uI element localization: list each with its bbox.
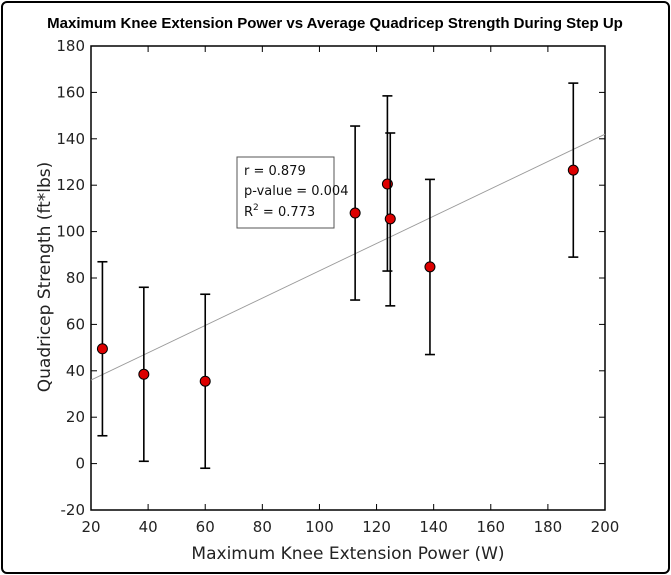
plot-area <box>90 45 606 511</box>
data-point <box>138 286 150 463</box>
stats-box: r = 0.879 p-value = 0.004 R2 = 0.773 <box>236 156 348 229</box>
data-point <box>567 82 579 258</box>
stat-p-value: p-value = 0.004 <box>244 184 348 199</box>
stat-r-squared-sup: 2 <box>253 203 259 213</box>
y-axis-ticks: -20 0 20 40 60 80 100 120 140 160 180 <box>56 37 605 519</box>
stats-box-border <box>236 156 335 229</box>
x-tick-label: 60 <box>196 518 215 536</box>
y-tick-label: 60 <box>66 315 85 333</box>
y-axis-label: Quadricep Strength (ft*lbs) <box>35 162 55 393</box>
y-tick-label: -20 <box>61 501 86 519</box>
data-point-marker <box>567 164 579 176</box>
data-points <box>96 82 579 470</box>
x-tick-label: 120 <box>362 518 391 536</box>
data-point <box>424 178 436 356</box>
x-tick-label: 160 <box>476 518 505 536</box>
data-point <box>199 293 211 470</box>
x-tick-label: 180 <box>534 518 563 536</box>
x-tick-label: 80 <box>253 518 272 536</box>
y-tick-label: 140 <box>56 130 85 148</box>
data-point-marker <box>349 207 361 219</box>
y-tick-label: 0 <box>75 455 85 473</box>
x-tick-label: 100 <box>305 518 334 536</box>
data-point <box>349 125 361 301</box>
trendline <box>90 133 606 381</box>
x-axis-label: Maximum Knee Extension Power (W) <box>191 544 504 564</box>
y-tick-label: 160 <box>56 83 85 101</box>
y-tick-label: 80 <box>66 269 85 287</box>
stat-r-squared: R2 = 0.773 <box>244 203 315 220</box>
y-tick-label: 120 <box>56 176 85 194</box>
y-tick-label: 100 <box>56 223 85 241</box>
data-point-marker <box>424 261 436 273</box>
data-point-marker <box>199 375 211 387</box>
data-point <box>384 132 396 307</box>
x-axis-ticks: 20 40 60 80 100 120 140 160 180 200 <box>81 46 619 536</box>
x-tick-label: 20 <box>81 518 100 536</box>
stat-r-squared-value: = 0.773 <box>259 205 315 220</box>
x-tick-label: 200 <box>591 518 620 536</box>
data-point-marker <box>384 213 396 225</box>
y-tick-label: 180 <box>56 37 85 55</box>
y-tick-label: 20 <box>66 408 85 426</box>
stat-r: r = 0.879 <box>244 164 306 179</box>
data-point <box>96 260 108 437</box>
y-tick-label: 40 <box>66 362 85 380</box>
data-point-marker <box>138 368 150 380</box>
x-tick-label: 140 <box>419 518 448 536</box>
x-tick-label: 40 <box>139 518 158 536</box>
data-point-marker <box>96 343 108 355</box>
stat-r-squared-base: R <box>244 205 253 220</box>
chart-title: Maximum Knee Extension Power vs Average … <box>47 15 623 32</box>
